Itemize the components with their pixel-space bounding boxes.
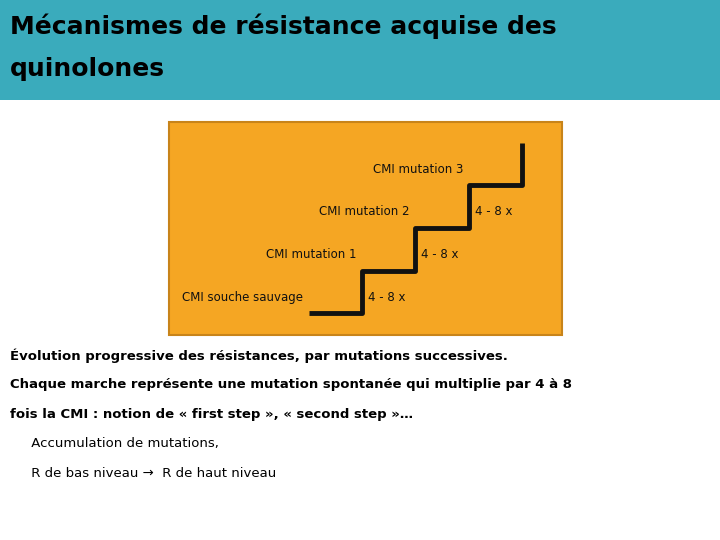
- Text: Chaque marche représente une mutation spontanée qui multiplie par 4 à 8: Chaque marche représente une mutation sp…: [10, 378, 572, 391]
- Text: Accumulation de mutations,: Accumulation de mutations,: [10, 437, 219, 450]
- Text: fois la CMI : notion de « first step », « second step »…: fois la CMI : notion de « first step », …: [10, 408, 413, 421]
- Text: 4 - 8 x: 4 - 8 x: [368, 291, 405, 304]
- Text: CMI mutation 1: CMI mutation 1: [266, 248, 356, 261]
- Text: 4 - 8 x: 4 - 8 x: [421, 248, 459, 261]
- Bar: [169, 122, 562, 335]
- Text: CMI souche sauvage: CMI souche sauvage: [181, 291, 302, 304]
- Text: CMI mutation 2: CMI mutation 2: [319, 205, 410, 219]
- Text: quinolones: quinolones: [10, 57, 165, 80]
- Text: Évolution progressive des résistances, par mutations successives.: Évolution progressive des résistances, p…: [10, 348, 508, 363]
- Text: R de bas niveau →  R de haut niveau: R de bas niveau → R de haut niveau: [10, 467, 276, 480]
- Text: CMI mutation 3: CMI mutation 3: [373, 163, 463, 176]
- Bar: [0, 0, 720, 100]
- Text: 4 - 8 x: 4 - 8 x: [474, 205, 512, 219]
- Text: Mécanismes de résistance acquise des: Mécanismes de résistance acquise des: [10, 14, 557, 39]
